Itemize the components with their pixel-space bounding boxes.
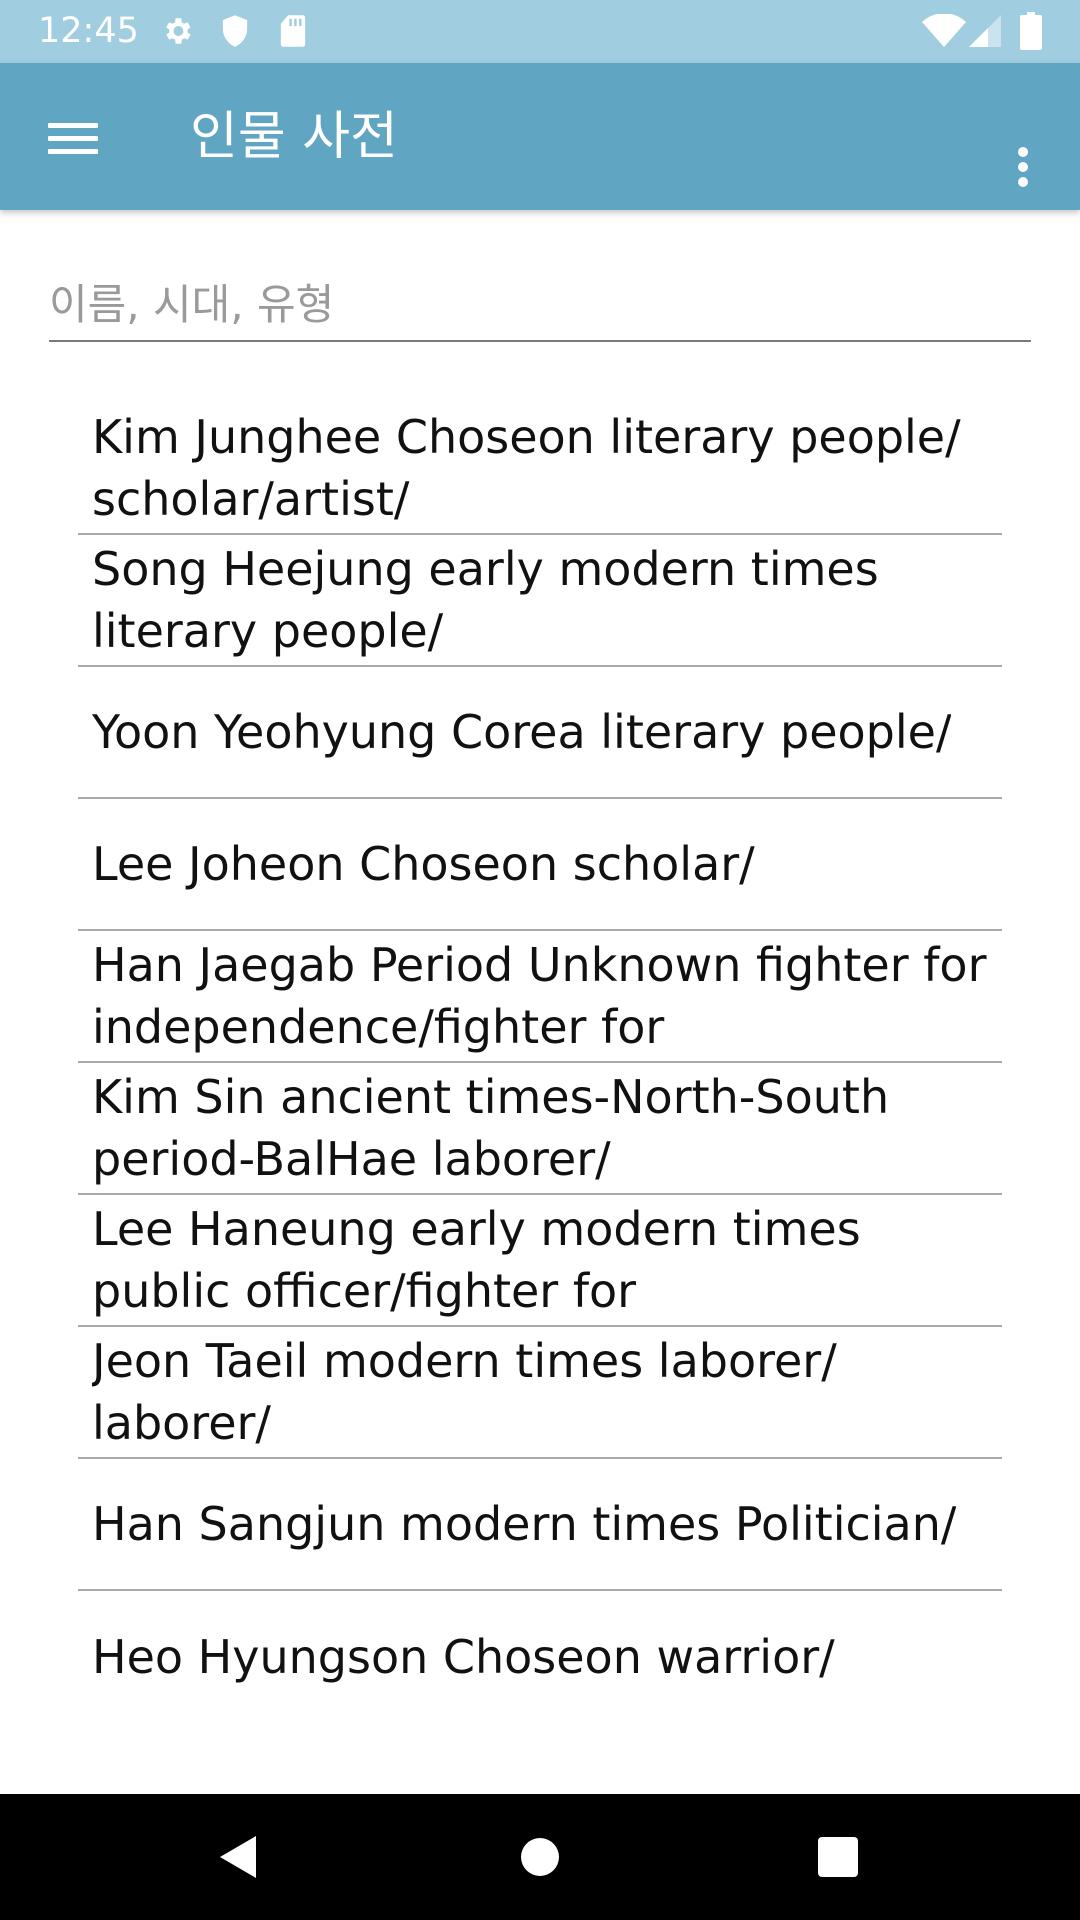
back-icon[interactable] xyxy=(198,1822,278,1892)
list-item-text: Song Heejung early modern times literary… xyxy=(92,542,879,658)
list-item[interactable]: Lee Joheon Choseon scholar/ xyxy=(78,799,1002,931)
status-time: 12:45 xyxy=(38,11,139,51)
shield-icon xyxy=(222,15,248,47)
list-item[interactable]: Han Sangjun modern times Politician/ xyxy=(78,1459,1002,1591)
hamburger-menu-icon[interactable] xyxy=(28,93,116,181)
list-item-text: Lee Joheon Choseon scholar/ xyxy=(92,837,755,891)
person-list[interactable]: Kim Junghee Choseon literary people/ sch… xyxy=(78,403,1002,1723)
list-item[interactable]: Han Jaegab Period Unknown fighter for in… xyxy=(78,931,1002,1063)
list-item-text: Han Jaegab Period Unknown fighter for in… xyxy=(92,938,987,1054)
list-item[interactable]: Kim Sin ancient times-North-South period… xyxy=(78,1063,1002,1195)
list-item-text: Heo Hyungson Choseon warrior/ xyxy=(92,1630,835,1684)
recents-icon[interactable] xyxy=(798,1822,878,1892)
app-title: 인물 사전 xyxy=(190,107,398,167)
status-bar: 12:45 xyxy=(0,0,1080,63)
list-item[interactable]: Kim Junghee Choseon literary people/ sch… xyxy=(78,403,1002,535)
home-icon[interactable] xyxy=(500,1822,580,1892)
list-item[interactable]: Yoon Yeohyung Corea literary people/ xyxy=(78,667,1002,799)
list-item-text: Kim Sin ancient times-North-South period… xyxy=(92,1070,890,1186)
wifi-icon xyxy=(922,14,966,47)
list-item-text: Lee Haneung early modern times public of… xyxy=(92,1202,861,1318)
search-input[interactable] xyxy=(49,276,1031,342)
signal-icon xyxy=(969,15,1001,47)
sd-card-icon xyxy=(280,15,306,47)
list-item-text: Han Sangjun modern times Politician/ xyxy=(92,1497,957,1551)
battery-icon xyxy=(1020,12,1042,50)
list-item[interactable]: Song Heejung early modern times literary… xyxy=(78,535,1002,667)
settings-icon xyxy=(166,18,191,44)
list-item[interactable]: Jeon Taeil modern times laborer/ laborer… xyxy=(78,1327,1002,1459)
list-item[interactable]: Heo Hyungson Choseon warrior/ xyxy=(78,1591,1002,1723)
app-bar: 인물 사전 xyxy=(0,63,1080,210)
navigation-bar xyxy=(0,1794,1080,1920)
list-item-text: Yoon Yeohyung Corea literary people/ xyxy=(92,705,952,759)
list-item-text: Jeon Taeil modern times laborer/ laborer… xyxy=(92,1334,837,1450)
list-item[interactable]: Lee Haneung early modern times public of… xyxy=(78,1195,1002,1327)
more-vert-icon[interactable] xyxy=(1000,93,1048,187)
list-item-text: Kim Junghee Choseon literary people/ sch… xyxy=(92,410,961,526)
